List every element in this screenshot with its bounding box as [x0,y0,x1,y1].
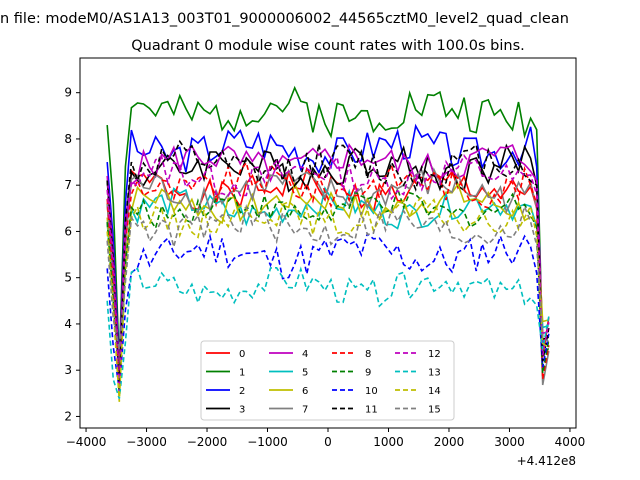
legend-entry-label: 0 [239,349,245,360]
series-line-13 [106,266,550,400]
y-tick-label: 7 [64,178,72,192]
x-axis: −4000 −3000 −2000 −1000 0 1000 2000 3000 4000 [66,428,585,449]
legend-entry-label: 1 [239,368,245,379]
series-line-12 [106,154,550,396]
legend-entry-label: 3 [239,405,245,416]
legend-entry-label: 4 [302,349,308,360]
x-tick-label: 0 [324,435,332,449]
y-tick-label: 8 [64,132,72,146]
suptitle: n file: modeM0/AS1A13_003T01_9000006002_… [0,11,569,27]
series-line-9 [106,185,550,387]
legend-entry-label: 5 [302,368,308,379]
x-tick-label: 4000 [555,435,586,449]
y-tick-label: 2 [64,409,72,423]
series-line-8 [106,161,550,384]
legend-entry-label: 13 [428,368,441,379]
legend-entry-label: 8 [365,349,371,360]
x-tick-label: −2000 [187,435,228,449]
x-tick-label: −1000 [247,435,288,449]
legend-entry-label: 2 [239,386,245,397]
series-layer [106,85,550,402]
y-tick-label: 5 [64,271,72,285]
series-line-2 [106,123,550,367]
legend-entry-label: 6 [302,386,308,397]
series-line-1 [106,85,550,364]
series-line-14 [106,196,550,402]
y-tick-label: 6 [64,224,72,238]
x-tick-label: −4000 [66,435,107,449]
series-line-7 [106,167,550,386]
legend-entry-label: 12 [428,349,441,360]
x-tick-label: 1000 [373,435,404,449]
series-line-15 [106,204,550,350]
x-tick-label: 3000 [494,435,525,449]
legend-entry-label: 10 [365,386,378,397]
x-tick-label: −3000 [126,435,167,449]
x-offset-label: +4.412e8 [517,454,576,468]
legend-entry-label: 14 [428,386,441,397]
legend-entry-label: 9 [365,368,371,379]
legend-entry-label: 11 [365,405,378,416]
legend-frame [200,340,455,421]
series-line-11 [106,139,550,393]
y-axis: 2 3 4 5 6 7 8 9 [64,86,80,423]
legend-entry-label: 15 [428,405,441,416]
chart-title: Quadrant 0 module wise count rates with … [131,38,525,54]
y-tick-label: 3 [64,363,72,377]
legend-entry-label: 7 [302,405,308,416]
y-tick-label: 9 [64,86,72,100]
y-tick-label: 4 [64,317,72,331]
x-tick-label: 2000 [434,435,465,449]
